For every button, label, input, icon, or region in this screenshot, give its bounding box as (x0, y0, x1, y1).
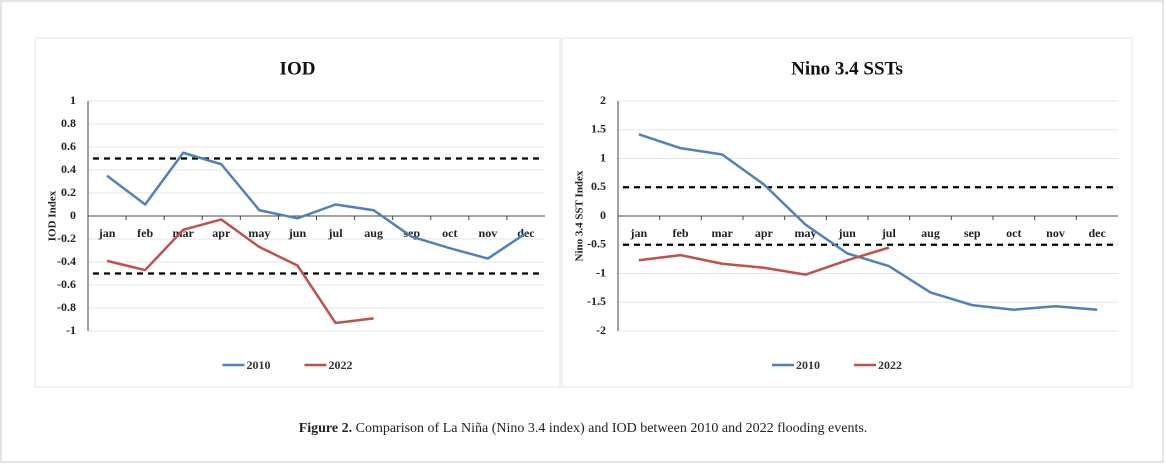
legend-label: 2022 (878, 358, 902, 372)
y-tick-label: 2 (600, 93, 606, 107)
x-tick-label: mar (712, 226, 734, 240)
legend-label: 2010 (796, 358, 820, 372)
x-tick-label: jun (837, 226, 856, 240)
x-tick-label: may (795, 226, 817, 240)
y-tick-label: -0.8 (57, 300, 76, 314)
y-tick-label: 0 (70, 208, 76, 222)
y-tick-label: -1.5 (587, 294, 606, 308)
y-tick-label: -1 (66, 323, 76, 337)
y-tick-label: 1 (70, 93, 76, 107)
y-tick-label: 0 (600, 208, 606, 222)
x-tick-label: jan (629, 226, 647, 240)
x-tick-label: apr (755, 226, 774, 240)
x-tick-label: aug (921, 226, 940, 240)
x-tick-label: sep (403, 226, 420, 240)
y-tick-label: -0.2 (57, 231, 76, 245)
caption: Figure 2. Comparison of La Niña (Nino 3.… (299, 421, 868, 436)
x-tick-label: jan (98, 226, 116, 240)
x-tick-label: apr (212, 226, 231, 240)
y-tick-label: 1.5 (591, 122, 606, 136)
chart-title: IOD (280, 58, 316, 79)
x-tick-label: jul (328, 226, 344, 240)
y-tick-label: -2 (596, 323, 606, 337)
y-tick-label: -0.6 (57, 277, 76, 291)
y-tick-label: 0.4 (61, 162, 76, 176)
x-tick-label: feb (137, 226, 153, 240)
x-tick-label: feb (673, 226, 689, 240)
y-tick-label: 0.8 (61, 116, 76, 130)
y-tick-label: -0.5 (587, 237, 606, 251)
panel-border (34, 37, 561, 388)
legend-label: 2022 (329, 358, 353, 372)
x-tick-label: oct (1006, 226, 1021, 240)
y-tick-label: 0.6 (61, 139, 76, 153)
series-line (638, 133, 1098, 311)
series-line (638, 246, 890, 276)
x-tick-label: may (248, 226, 270, 240)
y-tick-label: -0.4 (57, 254, 76, 268)
x-tick-label: oct (442, 226, 457, 240)
x-tick-label: aug (364, 226, 383, 240)
y-tick-label: 0.5 (591, 179, 606, 193)
caption-label: Figure 2. (299, 421, 352, 436)
y-tick-label: 1 (600, 150, 606, 164)
x-tick-label: jun (288, 226, 307, 240)
y-axis-title: IOD Index (47, 190, 59, 241)
x-tick-label: nov (479, 226, 498, 240)
caption-text: Comparison of La Niña (Nino 3.4 index) a… (356, 421, 868, 436)
panel-border (561, 37, 1133, 388)
x-tick-label: dec (1089, 226, 1107, 240)
x-tick-label: sep (964, 226, 981, 240)
x-tick-label: nov (1046, 226, 1065, 240)
series-line (106, 151, 527, 260)
x-tick-label: jul (881, 226, 897, 240)
series-line (106, 218, 374, 325)
y-axis-title: Nino 3.4 SST Index (574, 170, 586, 261)
chart-title: Nino 3.4 SSTs (791, 58, 903, 79)
y-tick-label: 0.2 (61, 185, 76, 199)
legend-label: 2010 (247, 358, 271, 372)
y-tick-label: -1 (596, 265, 606, 279)
